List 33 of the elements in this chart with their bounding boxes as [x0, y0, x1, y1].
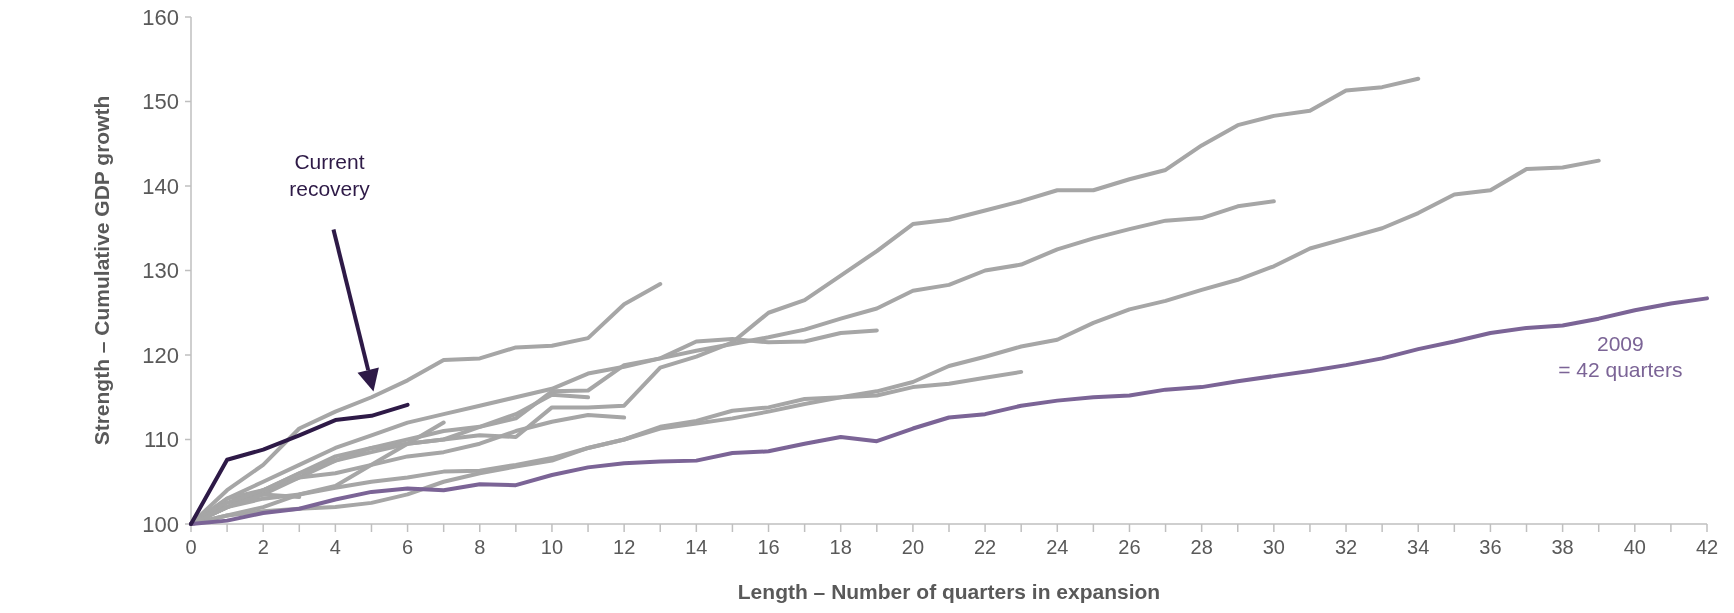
x-tick-label: 38: [1551, 536, 1574, 558]
y-tick-label: 100: [142, 511, 179, 537]
x-axis-title: Length – Number of quarters in expansion: [737, 580, 1161, 603]
x-tick-label: 10: [540, 536, 564, 558]
annotation: 2009 = 42 quarters: [1558, 331, 1683, 382]
x-tick-label: 32: [1334, 536, 1358, 558]
y-tick-label: 150: [142, 89, 179, 115]
y-tick-label: 120: [142, 342, 179, 368]
x-tick-label: 36: [1479, 536, 1502, 558]
x-tick-label: 8: [474, 536, 486, 558]
x-tick-label: 24: [1046, 536, 1069, 558]
x-tick-label: 4: [329, 536, 341, 558]
y-tick-label: 140: [142, 173, 179, 199]
y-tick-label: 160: [142, 4, 179, 30]
y-tick-label: 110: [143, 427, 179, 453]
x-tick-label: 2: [257, 536, 269, 558]
x-tick-label: 12: [613, 536, 636, 558]
y-tick-label: 130: [142, 258, 179, 284]
x-tick-label: 14: [685, 536, 708, 558]
x-tick-label: 26: [1118, 536, 1141, 558]
x-tick-label: 42: [1695, 536, 1719, 558]
x-tick-label: 18: [829, 536, 852, 558]
x-tick-label: 40: [1623, 536, 1646, 558]
x-tick-label: 6: [402, 536, 414, 558]
y-axis-title: Strength – Cumulative GDP growth: [90, 95, 113, 446]
x-tick-label: 34: [1407, 536, 1430, 558]
x-tick-label: 16: [757, 536, 780, 558]
x-tick-label: 20: [901, 536, 925, 558]
annotation: Current recovery: [289, 150, 371, 200]
x-tick-label: 22: [973, 536, 997, 558]
x-tick-label: 28: [1190, 536, 1213, 558]
x-tick-label: 30: [1262, 536, 1285, 558]
x-tick-label: 0: [185, 536, 197, 558]
